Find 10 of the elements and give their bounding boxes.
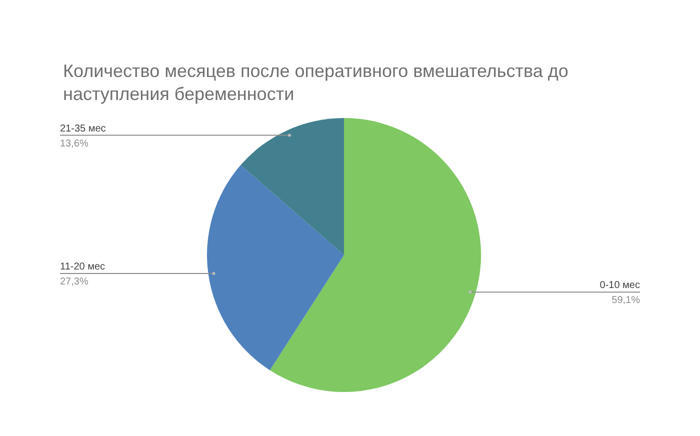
slice-label: 0-10 мес (600, 280, 640, 292)
pie-slice (240, 118, 344, 255)
slice-label: 21-35 мес (60, 123, 106, 134)
data-label: 13,6% (60, 138, 88, 150)
chart-title: Количество месяцев после оперативного вмешательства до наступления беременности (63, 60, 570, 106)
slice-label: 11-20 мес (60, 262, 106, 273)
data-label: 59,1% (612, 295, 640, 306)
pie-slice (270, 118, 481, 392)
pie-slice (207, 165, 344, 370)
data-label: 27,3% (60, 276, 88, 288)
